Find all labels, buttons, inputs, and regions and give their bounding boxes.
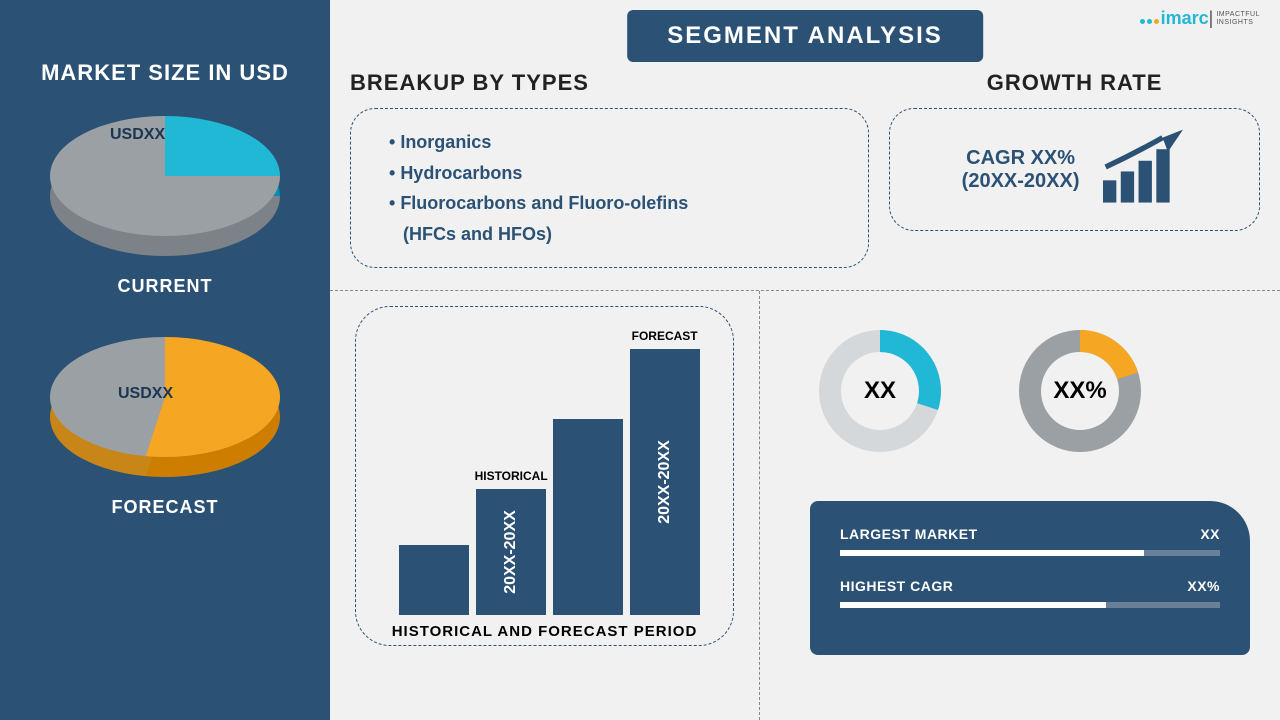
breakup-title: BREAKUP BY TYPES (350, 70, 869, 96)
donut-chart: XX (810, 321, 950, 461)
cagr-line1: CAGR XX% (962, 147, 1080, 170)
metric-bar (840, 602, 1220, 608)
bar: FORECAST20XX-20XX (630, 349, 700, 615)
logo-tagline2: INSIGHTS (1216, 19, 1260, 27)
breakup-list: InorganicsHydrocarbonsFluorocarbons and … (379, 127, 840, 249)
brand-logo: imarc | IMPACTFUL INSIGHTS (1140, 8, 1260, 29)
breakup-item: Hydrocarbons (389, 158, 840, 189)
breakup-section: BREAKUP BY TYPES InorganicsHydrocarbonsF… (350, 70, 869, 268)
logo-tagline1: IMPACTFUL (1216, 11, 1260, 19)
bar-top-label: FORECAST (620, 329, 710, 343)
pie-current: USDXX CURRENT (50, 116, 280, 297)
metric-row: HIGHEST CAGR XX% (840, 578, 1220, 608)
main-panel: SEGMENT ANALYSIS imarc | IMPACTFUL INSIG… (330, 0, 1280, 720)
barchart-title: HISTORICAL AND FORECAST PERIOD (356, 623, 733, 640)
donut-chart: XX% (1010, 321, 1150, 461)
pie-current-caption: CURRENT (50, 276, 280, 297)
stats-section: XX XX% LARGEST MARKET XX HIGHEST CAGR XX… (760, 291, 1280, 720)
bar-side-label: 20XX-20XX (656, 440, 674, 524)
sidebar-title: MARKET SIZE IN USD (41, 60, 289, 86)
logo-text: imarc (1161, 8, 1209, 29)
metric-label: LARGEST MARKET (840, 526, 978, 542)
bar (399, 545, 469, 615)
bar-top-label: HISTORICAL (466, 469, 556, 483)
pie-slice-label: USDXX (118, 385, 173, 403)
metric-label: HIGHEST CAGR (840, 578, 953, 594)
pie-slice-label: USDXX (110, 126, 165, 144)
metrics-panel: LARGEST MARKET XX HIGHEST CAGR XX% (810, 501, 1250, 655)
metric-value: XX (1200, 526, 1220, 542)
growth-chart-icon (1098, 127, 1188, 212)
pie-forecast: USDXX FORECAST (50, 337, 280, 518)
growth-section: GROWTH RATE CAGR XX% (20XX-20XX) (889, 70, 1260, 268)
barchart-section: HISTORICAL20XX-20XXFORECAST20XX-20XX HIS… (330, 291, 760, 720)
banner-title: SEGMENT ANALYSIS (627, 10, 983, 62)
bar: HISTORICAL20XX-20XX (476, 489, 546, 615)
metric-bar (840, 550, 1220, 556)
breakup-item: Fluorocarbons and Fluoro-olefins (389, 188, 840, 219)
pie-forecast-caption: FORECAST (50, 497, 280, 518)
donut-center-label: XX (810, 321, 950, 461)
metric-row: LARGEST MARKET XX (840, 526, 1220, 556)
cagr-text: CAGR XX% (20XX-20XX) (962, 147, 1080, 193)
bar-side-label: 20XX-20XX (502, 510, 520, 594)
breakup-item: Inorganics (389, 127, 840, 158)
cagr-line2: (20XX-20XX) (962, 170, 1080, 193)
growth-title: GROWTH RATE (889, 70, 1260, 96)
donut-center-label: XX% (1010, 321, 1150, 461)
bar (553, 419, 623, 615)
metric-value: XX% (1187, 578, 1220, 594)
breakup-subitem: (HFCs and HFOs) (389, 219, 840, 250)
sidebar: MARKET SIZE IN USD USDXX CURRENT USDXX F… (0, 0, 330, 720)
